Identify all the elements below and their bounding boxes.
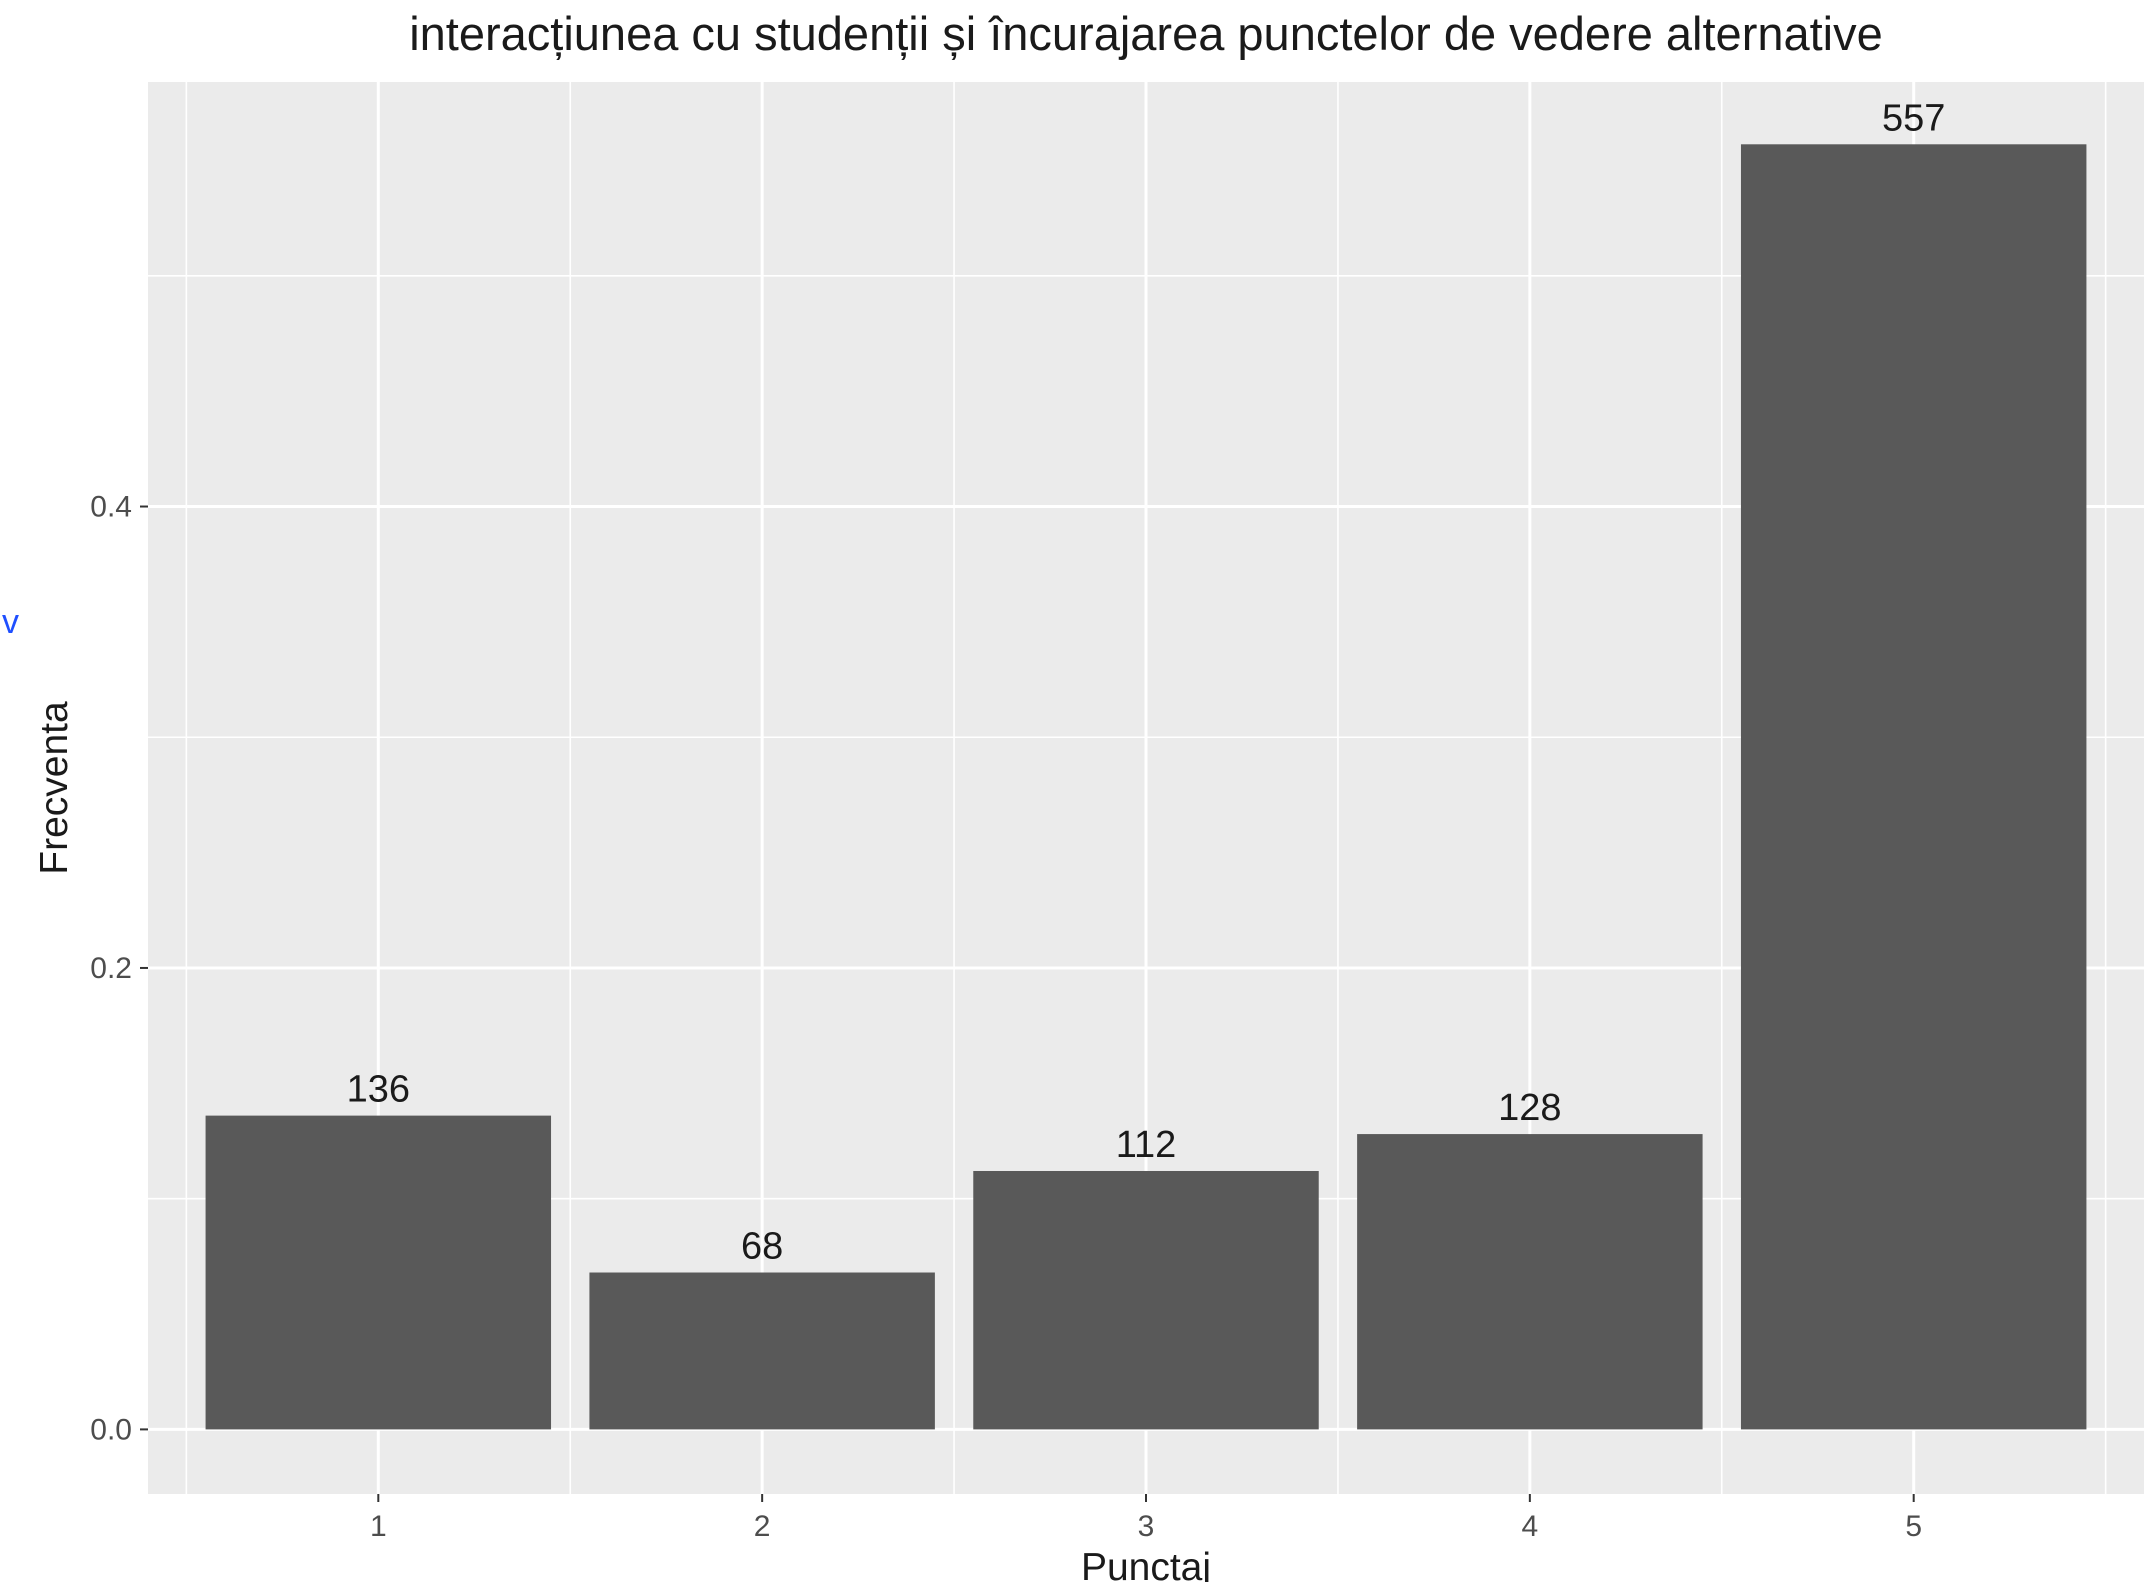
x-tick-label: 1 [370,1510,387,1543]
x-tick-label: 2 [754,1510,771,1543]
bar-3 [973,1170,1319,1430]
bars [205,144,2087,1430]
bar-2 [589,1272,935,1430]
bar-label-5: 557 [1882,97,1945,139]
bar-label-3: 112 [1116,1124,1177,1166]
chart-title: interacțiunea cu studenții și încurajare… [409,7,1883,60]
bar-1 [205,1115,552,1430]
y-tick-label: 0.2 [90,952,132,985]
y-tick-label: 0.0 [90,1413,132,1446]
y-tick-label: 0.4 [90,491,132,524]
x-tick-label: 5 [1905,1510,1922,1543]
bar-label-1: 136 [347,1069,410,1111]
x-axis-title: Punctaj [1081,1546,1211,1582]
stray-mark: v [2,603,19,641]
bar-label-4: 128 [1498,1087,1561,1129]
x-tick-label: 3 [1138,1510,1155,1543]
bar-value-labels: 136 68 112 128 557 [347,97,1946,1267]
x-tick-label: 4 [1522,1510,1539,1543]
minor-gridlines-vertical [185,82,2107,1494]
y-axis: 0.0 0.2 0.4 [90,491,148,1446]
bar-4 [1357,1134,1703,1430]
x-axis: 1 2 3 4 5 [370,1494,1922,1543]
y-axis-title: Frecventa [33,701,76,875]
bar-label-2: 68 [741,1226,783,1268]
bar-5 [1740,144,2087,1430]
